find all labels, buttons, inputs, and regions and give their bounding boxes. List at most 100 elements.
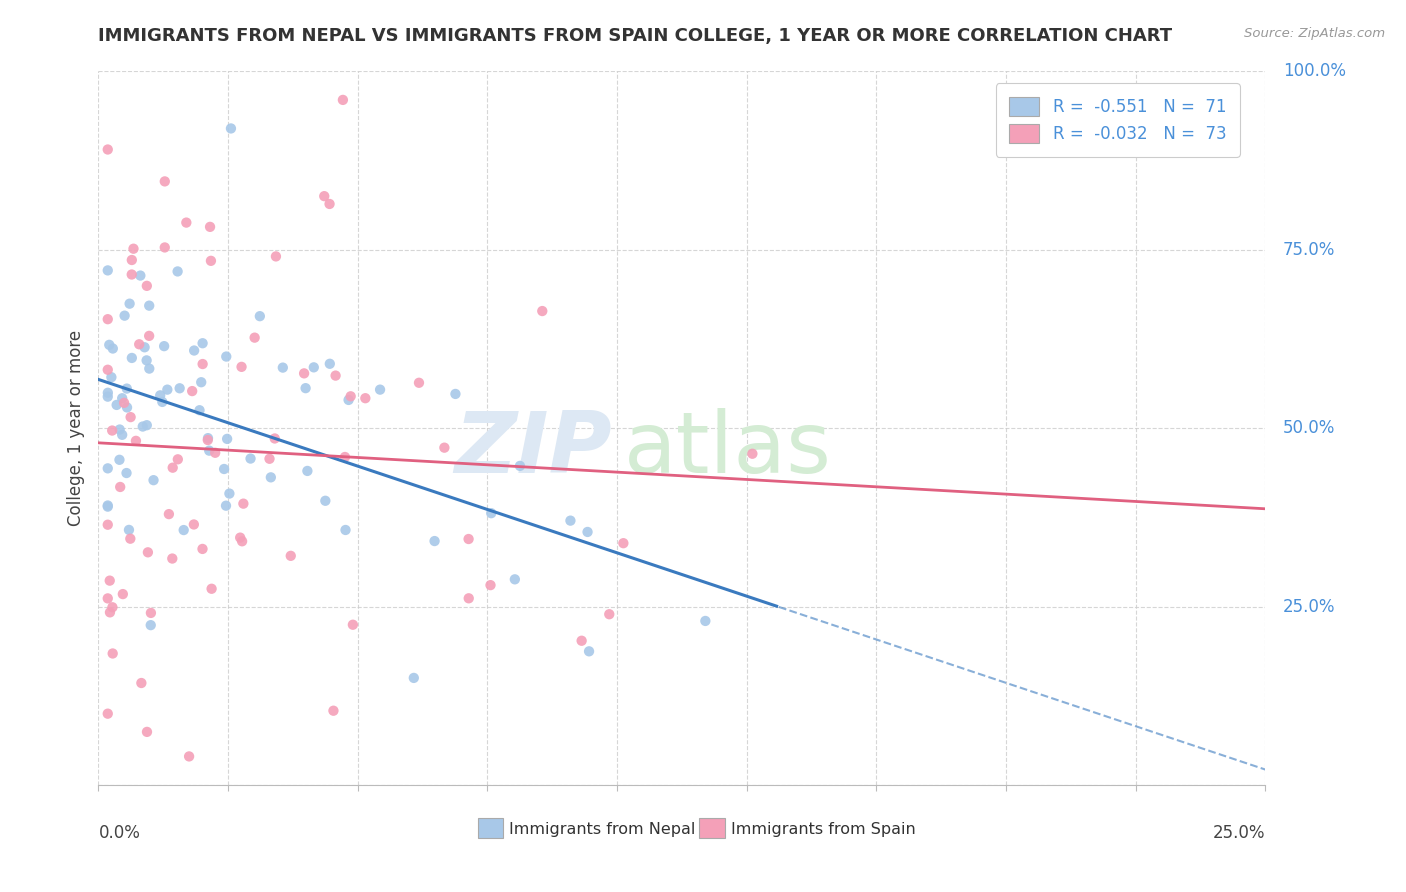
Point (197, 433, 219, 447)
Point (183, 343, 205, 358)
Point (98, 606, 121, 620)
Point (108, 452, 131, 467)
Point (139, 606, 162, 620)
Point (97, 461, 120, 475)
Point (232, 497, 254, 511)
Point (423, 534, 446, 549)
Point (149, 388, 172, 402)
Point (128, 337, 150, 351)
Text: 0.0%: 0.0% (98, 824, 141, 842)
Point (97, 143, 120, 157)
Legend: R =  -0.551   N =  71, R =  -0.032   N =  73: R = -0.551 N = 71, R = -0.032 N = 73 (995, 83, 1240, 157)
Point (162, 551, 184, 566)
Point (97, 385, 120, 400)
Point (118, 296, 141, 310)
Point (322, 704, 344, 718)
Text: IMMIGRANTS FROM NEPAL VS IMMIGRANTS FROM SPAIN COLLEGE, 1 YEAR OR MORE CORRELATI: IMMIGRANTS FROM NEPAL VS IMMIGRANTS FROM… (98, 27, 1173, 45)
Point (177, 749, 200, 764)
Point (741, 447, 763, 461)
Point (97, 517, 120, 532)
Point (325, 368, 347, 383)
Point (571, 633, 593, 648)
Point (433, 441, 456, 455)
Point (212, 462, 235, 476)
Point (612, 536, 634, 550)
Y-axis label: College, 1 year or more: College, 1 year or more (67, 330, 86, 526)
Point (115, 466, 138, 480)
Point (101, 600, 124, 615)
Point (121, 268, 143, 282)
Point (136, 725, 159, 739)
Point (408, 376, 430, 390)
Point (97, 499, 120, 513)
Point (457, 532, 479, 546)
Point (129, 268, 152, 283)
Point (271, 360, 294, 375)
Point (115, 382, 138, 396)
Point (111, 587, 134, 601)
Point (125, 434, 148, 448)
Text: Source: ZipAtlas.com: Source: ZipAtlas.com (1244, 27, 1385, 40)
Point (191, 541, 214, 556)
Point (264, 249, 287, 263)
Point (135, 278, 157, 293)
Point (314, 493, 336, 508)
Point (139, 618, 162, 632)
Point (121, 351, 143, 365)
Point (112, 396, 135, 410)
Point (183, 517, 205, 532)
Point (402, 671, 425, 685)
Point (263, 432, 285, 446)
Point (503, 572, 526, 586)
Text: ZIP: ZIP (454, 408, 612, 491)
Point (150, 395, 173, 409)
Point (297, 464, 319, 478)
Point (181, 384, 204, 398)
Point (560, 514, 582, 528)
Point (339, 389, 361, 403)
Point (231, 359, 253, 374)
Point (166, 264, 188, 278)
Point (120, 532, 142, 546)
Point (188, 403, 211, 417)
Text: 50.0%: 50.0% (1282, 419, 1336, 437)
Point (479, 578, 502, 592)
Point (318, 197, 340, 211)
Point (229, 531, 252, 545)
Point (200, 582, 222, 596)
Point (97, 263, 120, 277)
Point (138, 361, 160, 376)
Point (333, 450, 356, 464)
Point (260, 470, 283, 484)
Point (111, 391, 134, 405)
FancyBboxPatch shape (478, 819, 503, 838)
Point (115, 401, 138, 415)
Point (509, 458, 531, 473)
Point (302, 360, 325, 375)
Point (695, 614, 717, 628)
Point (135, 418, 157, 433)
Point (173, 523, 195, 537)
Point (97, 706, 120, 721)
Point (457, 591, 479, 606)
Point (598, 607, 620, 622)
Point (314, 189, 336, 203)
Point (198, 219, 221, 234)
Point (354, 391, 377, 405)
FancyBboxPatch shape (699, 819, 725, 838)
Point (249, 309, 271, 323)
Point (122, 242, 145, 256)
Point (121, 252, 143, 267)
Point (114, 309, 136, 323)
Text: 25.0%: 25.0% (1213, 824, 1265, 842)
Point (243, 331, 266, 345)
Point (191, 357, 214, 371)
Point (217, 432, 239, 446)
Point (342, 617, 364, 632)
Point (215, 499, 238, 513)
Point (444, 387, 467, 401)
Text: atlas: atlas (624, 408, 831, 491)
Point (108, 480, 131, 494)
Point (142, 473, 165, 487)
Point (153, 339, 176, 353)
